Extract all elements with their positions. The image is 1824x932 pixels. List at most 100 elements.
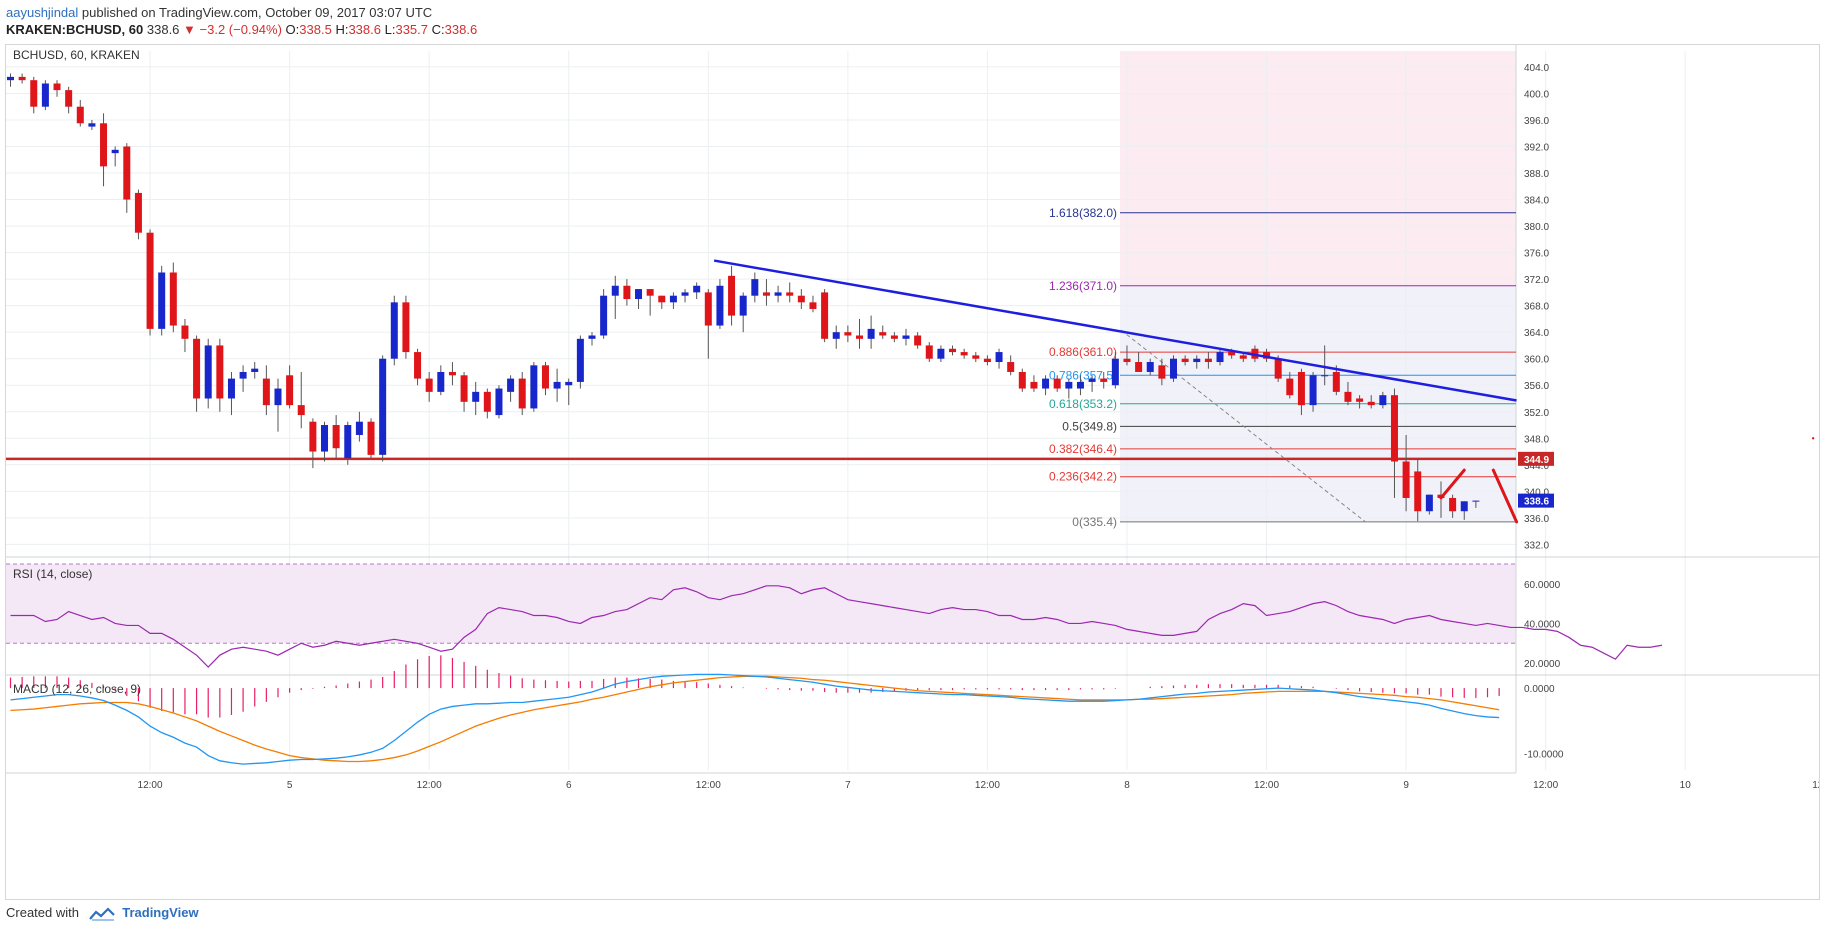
- candle-body: [541, 365, 549, 389]
- candle-body: [623, 285, 631, 300]
- candle: [18, 73, 26, 84]
- candle: [472, 381, 480, 416]
- time-axis-tick: 5: [287, 780, 293, 791]
- candle-body: [1297, 371, 1305, 406]
- candle: [204, 338, 212, 409]
- fib-level-label: 0.236(342.2): [1049, 470, 1117, 484]
- fib-level-label: 0.5(349.8): [1062, 419, 1117, 433]
- candle-body: [995, 352, 1003, 363]
- candle: [448, 362, 456, 386]
- candle: [1356, 395, 1364, 409]
- candle: [530, 362, 538, 412]
- candle-body: [1216, 352, 1224, 363]
- candle: [355, 411, 363, 442]
- candle-body: [390, 302, 398, 359]
- candle: [53, 80, 61, 97]
- candle-body: [576, 338, 584, 382]
- candle-body: [751, 279, 759, 296]
- created-with-label: Created with: [6, 905, 79, 920]
- publish-info: published on TradingView.com, October 09…: [81, 5, 433, 20]
- candle: [553, 368, 561, 402]
- tradingview-logo-icon: [88, 907, 115, 921]
- candle-body: [1100, 378, 1108, 382]
- candle: [321, 421, 329, 462]
- candle: [786, 282, 794, 303]
- candle: [914, 332, 922, 349]
- candle: [1449, 494, 1457, 518]
- candle: [297, 371, 305, 429]
- fib-level-label: 0.886(361.0): [1049, 345, 1117, 359]
- candle: [693, 282, 701, 300]
- candle-body: [321, 425, 329, 452]
- fib-zone-upper: [1120, 51, 1516, 286]
- candle-body: [518, 378, 526, 409]
- candle: [1146, 358, 1154, 376]
- candle: [890, 332, 898, 343]
- support-price-tag: 344.9: [1524, 455, 1549, 466]
- price-axis-tick: 344.0: [1524, 461, 1549, 472]
- candle-body: [1181, 358, 1189, 363]
- candle: [65, 86, 73, 114]
- price-axis-tick: 340.0: [1524, 487, 1549, 498]
- candle: [821, 289, 829, 343]
- candle: [76, 100, 84, 127]
- publish-line: aayushjindal published on TradingView.co…: [6, 4, 477, 21]
- footer: Created with TradingView: [6, 905, 199, 921]
- open-label: O:: [285, 22, 300, 37]
- candle: [1402, 434, 1410, 512]
- candle-body: [111, 149, 119, 154]
- candle-body: [1088, 378, 1096, 382]
- candle-body: [193, 338, 201, 399]
- candle: [844, 325, 852, 343]
- candle: [797, 289, 805, 309]
- candle: [379, 355, 387, 462]
- candle: [1321, 345, 1329, 386]
- candle-body: [367, 421, 375, 455]
- time-axis-tick: 12:00: [417, 780, 442, 791]
- candle-body: [949, 348, 957, 353]
- candle: [867, 315, 875, 349]
- price-axis-tick: 352.0: [1524, 408, 1549, 419]
- candle: [1158, 358, 1166, 386]
- candle-body: [227, 378, 235, 399]
- candle: [1100, 371, 1108, 389]
- candle: [88, 119, 96, 130]
- candle: [1193, 355, 1201, 369]
- candle-body: [821, 292, 829, 339]
- candle-body: [972, 355, 980, 359]
- rsi-band: [6, 564, 1516, 644]
- candle-body: [379, 358, 387, 455]
- candle: [1379, 391, 1387, 409]
- candle-body: [786, 292, 794, 296]
- candle: [1297, 368, 1305, 416]
- last-price-tag: 338.6: [1524, 497, 1549, 508]
- time-axis-tick: 12:00: [1254, 780, 1279, 791]
- candle-body: [728, 275, 736, 316]
- candle-body: [983, 358, 991, 363]
- candle-body: [855, 335, 863, 339]
- tradingview-brand[interactable]: TradingView: [122, 905, 199, 920]
- price-change: ▼ −3.2 (−0.94%): [183, 22, 282, 37]
- trendline: [713, 259, 1517, 402]
- last-price-tag-bg: [1518, 493, 1554, 508]
- candle-body: [809, 302, 817, 309]
- candle: [483, 388, 491, 419]
- candle-body: [1228, 352, 1236, 356]
- author-link[interactable]: aayushjindal: [6, 5, 79, 20]
- candle-body: [332, 425, 340, 449]
- candle: [507, 375, 515, 402]
- candle-body: [297, 405, 305, 416]
- price-axis-tick: 332.0: [1524, 540, 1549, 551]
- candle: [751, 272, 759, 303]
- chart-canvas[interactable]: 1.618(382.0) 1.236(371.0) 0.886(361.0) 0.78…: [6, 45, 1824, 899]
- candle-body: [797, 295, 805, 303]
- price-axis-tick: 360.0: [1524, 355, 1549, 366]
- candle-body: [204, 345, 212, 399]
- candle-body: [844, 332, 852, 336]
- candle: [635, 289, 643, 309]
- price-axis-tick: 388.0: [1524, 169, 1549, 180]
- fib-level-label: 1.618(382.0): [1049, 206, 1117, 220]
- price-axis-tick: 364.0: [1524, 328, 1549, 339]
- candle: [925, 342, 933, 363]
- candle: [623, 279, 631, 306]
